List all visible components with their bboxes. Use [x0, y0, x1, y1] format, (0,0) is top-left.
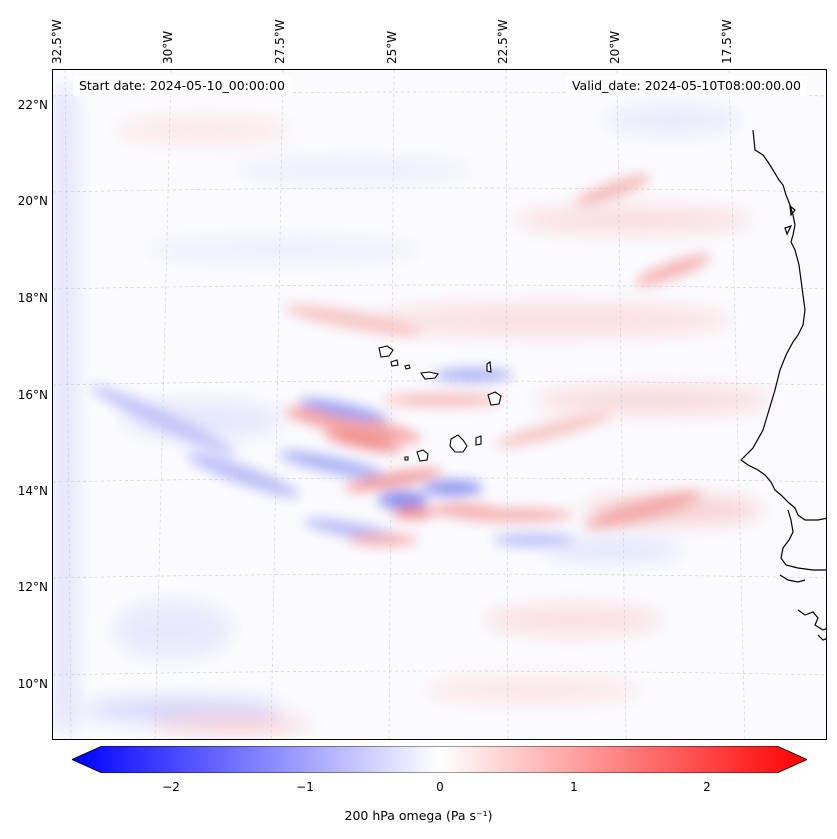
- colorbar-tick-2: 2: [703, 780, 711, 794]
- start-date-label: Start date: 2024-05-10_00:00:00: [73, 76, 291, 96]
- colorbar-tick-minus-2: −2: [162, 780, 180, 794]
- latitude-label-14n: 14°N: [17, 484, 48, 498]
- longitude-label-27-5w: 27.5°W: [273, 19, 287, 64]
- cape-verde-islands: [378, 345, 502, 462]
- latitude-label-16n: 16°N: [17, 388, 48, 402]
- latitude-label-20n: 20°N: [17, 194, 48, 208]
- colorbar-tick-0: 0: [436, 780, 444, 794]
- latitude-label-10n: 10°N: [17, 677, 48, 691]
- colorbar-fill: [72, 746, 807, 773]
- strong-omega-bands: [90, 174, 711, 546]
- longitude-label-30w: 30°W: [161, 30, 175, 64]
- omega-map-panel: [52, 69, 827, 740]
- longitude-label-17-5w: 17.5°W: [720, 19, 734, 64]
- latitude-label-12n: 12°N: [17, 580, 48, 594]
- africa-coastline: [740, 129, 826, 641]
- colorbar: [72, 746, 807, 773]
- valid-date-label: Valid_date: 2024-05-10T08:00:00.00: [565, 76, 807, 96]
- longitude-label-20w: 20°W: [608, 30, 622, 64]
- longitude-label-32-5w: 32.5°W: [50, 19, 64, 64]
- longitude-label-22-5w: 22.5°W: [496, 19, 510, 64]
- omega-field: [53, 70, 826, 739]
- colorbar-tick-minus-1: −1: [296, 780, 314, 794]
- latitude-label-18n: 18°N: [17, 291, 48, 305]
- colorbar-tick-1: 1: [570, 780, 578, 794]
- weak-omega-background: [55, 90, 773, 733]
- longitude-label-25w: 25°W: [385, 30, 399, 64]
- latitude-label-22n: 22°N: [17, 98, 48, 112]
- colorbar-label: 200 hPa omega (Pa s⁻¹): [344, 808, 493, 823]
